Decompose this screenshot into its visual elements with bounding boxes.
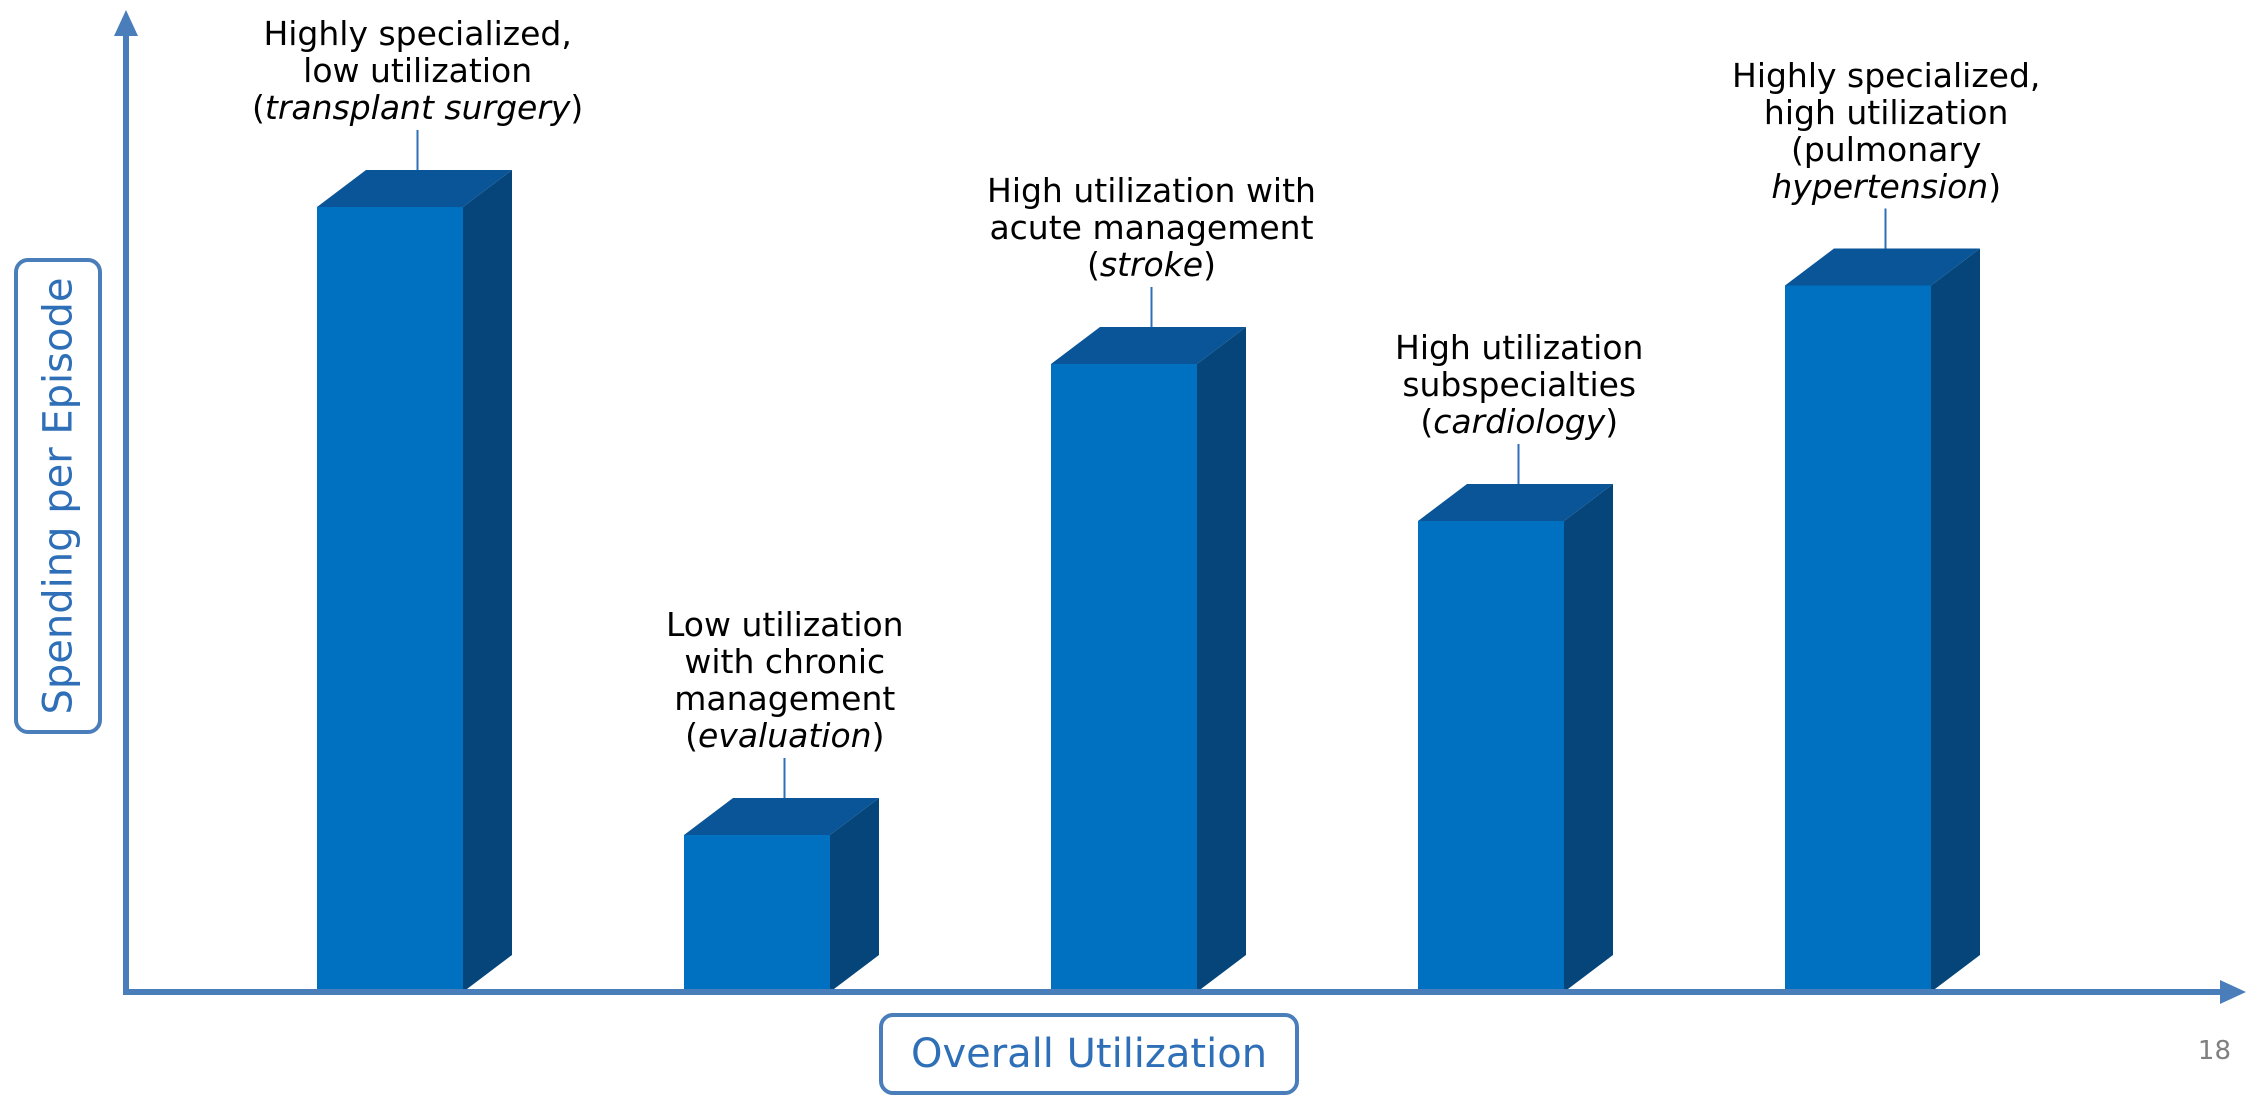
annotation-example: stroke [1099,245,1204,284]
annotation-line: with chronic [684,642,886,681]
annotation-line: subspecialties [1402,365,1637,404]
annotation-line: high utilization [1763,93,2009,132]
annotation-example-line: (stroke) [1086,245,1216,284]
bar-front-face [1785,285,1931,992]
annotation-example-line: (evaluation) [685,716,885,755]
annotation-example: hypertension [1771,167,1989,206]
annotation-line: acute management [989,208,1314,247]
bar-4 [1418,444,1613,992]
annotation-line: High utilization [1395,328,1644,367]
bar-annotation-3: High utilization with acute management (st… [987,172,1316,283]
bar-front-face [684,835,830,992]
bar-1 [317,130,512,992]
bar-side-face [1931,248,1980,992]
annotation-example-line: (transplant surgery) [252,88,584,127]
annotation-line: (pulmonary [1790,130,1982,169]
axes-layer [114,10,2246,1004]
annotation-line: Highly specialized, [1732,56,2041,95]
x-axis-label: Overall Utilization [910,1031,1268,1077]
bar-front-face [1418,521,1564,992]
bar-front-face [317,207,463,992]
bar-annotation-1: Highly specialized, low utilization (trans… [252,15,583,126]
y-axis-arrow-icon [114,10,138,36]
annotation-line: management [674,679,896,718]
annotation-example-line: (cardiology) [1420,402,1619,441]
bar-top-face [317,170,512,207]
bar-5 [1785,208,1980,992]
bar-top-face [1785,248,1980,286]
x-axis-label-box: Overall Utilization [879,1013,1299,1095]
bar-side-face [1197,327,1246,992]
annotation-example: evaluation [698,716,872,755]
bar-side-face [463,170,512,992]
x-axis-arrow-icon [2220,980,2246,1004]
bar-2 [684,758,879,992]
bar-side-face [830,798,879,992]
bar-annotation-5: Highly specialized, high utilization (pulm… [1732,57,2040,205]
bar-annotation-4: High utilization subspecialties (cardiolog… [1395,329,1643,440]
bar-top-face [1051,327,1246,364]
bars-layer [317,130,1980,992]
annotation-line: low utilization [303,51,533,90]
annotation-example: cardiology [1433,402,1606,441]
y-axis-label: Spending per Episode [35,277,82,715]
bar-top-face [1418,484,1613,521]
bar-front-face [1051,364,1197,992]
bar-3 [1051,287,1246,992]
annotation-line: Highly specialized, [263,14,572,53]
annotation-example-line: hypertension) [1771,167,2002,206]
page-number: 18 [2197,1036,2231,1066]
annotation-line: High utilization with [987,171,1316,210]
annotation-example: transplant surgery [264,88,571,127]
annotation-line: Low utilization [666,605,904,644]
bar-top-face [684,798,879,835]
bar-side-face [1564,484,1613,992]
bar-annotation-2: Low utilization with chronic management (ev… [666,606,904,754]
y-axis-label-box: Spending per Episode [14,258,102,734]
